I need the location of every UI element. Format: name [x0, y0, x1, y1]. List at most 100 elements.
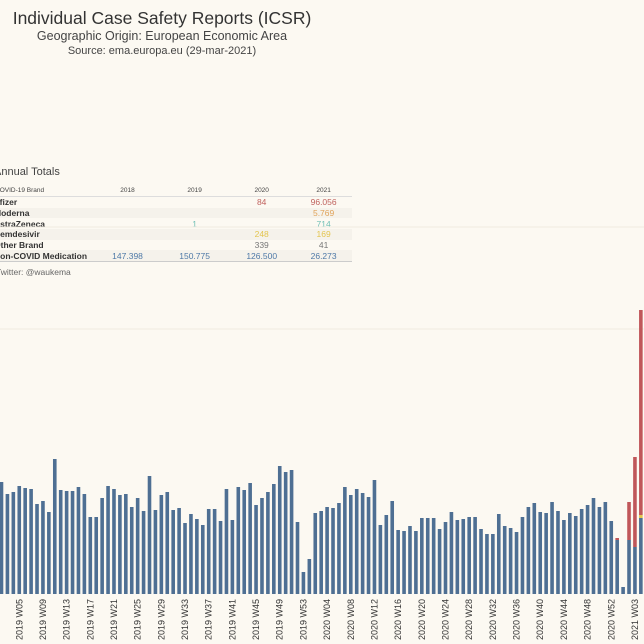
- x-tick-label: 2020 W16: [393, 599, 403, 640]
- table-row: Pfizer 84 96.056: [0, 197, 352, 208]
- bar-non-covid-medication: [70, 491, 75, 594]
- bar-non-covid-medication: [372, 480, 377, 594]
- bar-non-covid-medication: [343, 487, 347, 594]
- bar-non-covid-medication: [248, 483, 252, 594]
- table-cell: 5.769: [295, 207, 352, 219]
- bar-non-covid-medication: [11, 492, 16, 594]
- bar-non-covid-medication: [313, 513, 318, 594]
- bar-non-covid-medication: [508, 528, 513, 594]
- bar-non-covid-medication: [573, 516, 578, 594]
- bar-non-covid-medication: [41, 501, 45, 594]
- bar-non-covid-medication: [82, 494, 87, 594]
- bar-non-covid-medication: [408, 526, 412, 594]
- chart-subtitle: Geographic Origin: European Economic Are…: [36, 29, 288, 43]
- bar-non-covid-medication: [639, 518, 643, 594]
- bar-non-covid-medication: [627, 540, 631, 594]
- bar-non-covid-medication: [23, 488, 27, 594]
- row-label: Pfizer: [0, 197, 18, 208]
- bar-non-covid-medication: [461, 519, 466, 594]
- table-row: Non-COVID Medication 147.398 150.775 126.50…: [0, 250, 352, 263]
- bar-non-covid-medication: [431, 518, 436, 594]
- bar-non-covid-medication: [260, 498, 264, 594]
- column-header: 2020: [228, 184, 296, 197]
- bar-non-covid-medication: [165, 492, 170, 594]
- row-label: Moderna: [0, 207, 94, 219]
- table-cell: 714: [316, 218, 331, 229]
- table-cell: 84: [256, 197, 267, 208]
- bar-remdesivir: [639, 515, 643, 518]
- bar-non-covid-medication: [307, 559, 312, 594]
- bar-non-covid-medication: [76, 487, 81, 594]
- table-header-row: COVID-19 Brand 2018 2019 2020 2021: [0, 184, 352, 197]
- table-cell: 26.273: [295, 250, 352, 263]
- bar-non-covid-medication: [272, 484, 276, 594]
- column-header: 2019: [161, 184, 229, 197]
- twitter-credit: Twitter: @waukema: [0, 267, 71, 277]
- bar-non-covid-medication: [195, 519, 199, 594]
- bar-non-covid-medication: [5, 494, 10, 594]
- bar-non-covid-medication: [443, 522, 448, 594]
- bar-non-covid-medication: [467, 517, 471, 594]
- table-cell: 147.398: [94, 250, 162, 263]
- table-row: Other Brand 339 41: [0, 240, 352, 251]
- bar-non-covid-medication: [585, 505, 590, 594]
- bar-non-covid-medication: [118, 495, 122, 594]
- x-tick-label: 2020 W20: [417, 599, 427, 640]
- bar-non-covid-medication: [254, 505, 258, 594]
- bar-pfizer: [615, 538, 619, 540]
- bar-non-covid-medication: [491, 534, 495, 594]
- bar-non-covid-medication: [124, 494, 128, 594]
- x-tick-label: 2019 W53: [298, 599, 308, 640]
- bar-non-covid-medication: [402, 531, 406, 594]
- row-label: AstraZeneca: [0, 218, 46, 229]
- x-tick-label: 2019 W45: [251, 599, 261, 640]
- x-tick-label: 2019 W25: [133, 599, 143, 640]
- bar-non-covid-medication: [218, 521, 223, 594]
- bar-non-covid-medication: [360, 493, 365, 594]
- bar-non-covid-medication: [47, 512, 51, 594]
- x-tick-label: 2019 W33: [180, 599, 190, 640]
- bar-non-covid-medication: [621, 587, 625, 594]
- bar-non-covid-medication: [485, 534, 489, 594]
- column-header: COVID-19 Brand: [0, 184, 94, 197]
- table-row: AstraZeneca 1 714: [0, 218, 352, 229]
- bar-non-covid-medication: [301, 572, 306, 594]
- bar-non-covid-medication: [544, 513, 548, 594]
- x-tick-label: 2019 W37: [204, 599, 214, 640]
- bar-non-covid-medication: [141, 511, 146, 594]
- table-cell: 96.056: [310, 197, 337, 208]
- bar-non-covid-medication: [568, 513, 572, 594]
- bar-non-covid-medication: [295, 522, 300, 594]
- bar-pfizer: [639, 310, 643, 515]
- x-tick-label: 2019 W13: [62, 599, 72, 640]
- bar-non-covid-medication: [390, 501, 395, 594]
- table-cell: [161, 229, 229, 240]
- table-cell: 248: [228, 229, 296, 240]
- bar-non-covid-medication: [579, 509, 584, 594]
- bar-non-covid-medication: [597, 507, 602, 594]
- bar-non-covid-medication: [112, 489, 116, 594]
- table-row: Moderna 5.769: [0, 207, 352, 219]
- x-tick-label: 2020 W48: [583, 599, 593, 640]
- annual-totals-title: Annual Totals: [0, 166, 60, 178]
- bar-non-covid-medication: [526, 507, 531, 594]
- bar-non-covid-medication: [266, 492, 270, 594]
- bar-non-covid-medication: [414, 531, 418, 594]
- table-cell: 126.500: [228, 250, 296, 263]
- bar-non-covid-medication: [331, 508, 335, 594]
- row-label: Non-COVID Medication: [0, 250, 94, 263]
- bar-non-covid-medication: [29, 489, 33, 594]
- row-label: Remdesivir: [0, 229, 94, 240]
- x-tick-label: 2020 W28: [464, 599, 474, 640]
- bar-non-covid-medication: [64, 491, 69, 594]
- x-tick-label: 2020 W24: [441, 599, 451, 640]
- x-tick-label: 2019 W41: [227, 599, 237, 640]
- bar-non-covid-medication: [212, 509, 217, 594]
- table-cell: 150.775: [161, 250, 229, 263]
- x-tick-label: 2021 W03: [630, 599, 640, 640]
- bar-non-covid-medication: [479, 529, 483, 594]
- bar-non-covid-medication: [100, 498, 104, 594]
- bar-non-covid-medication: [591, 498, 596, 594]
- bar-non-covid-medication: [348, 495, 353, 594]
